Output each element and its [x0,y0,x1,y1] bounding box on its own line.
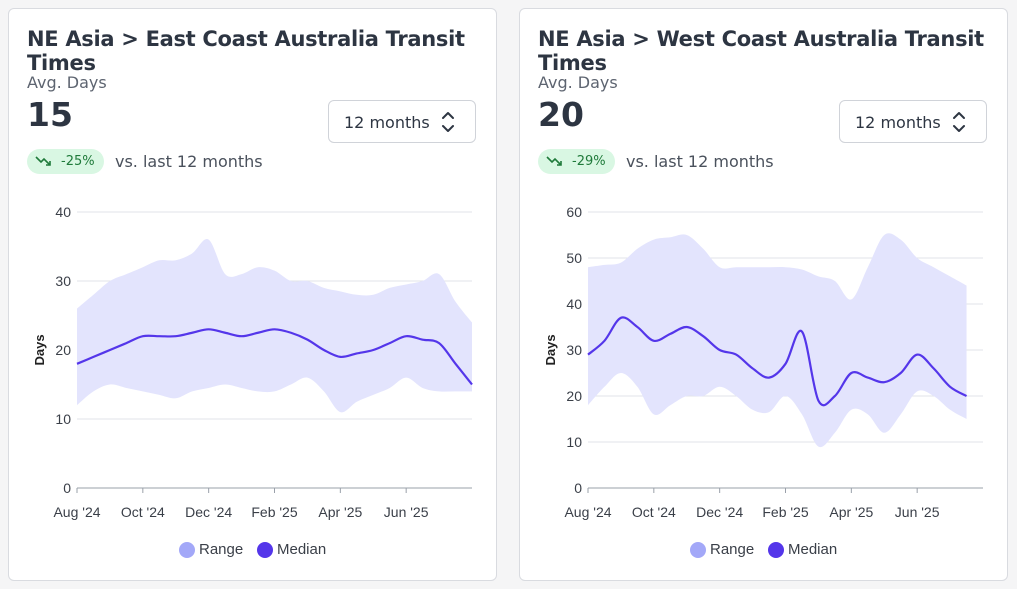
y-tick-label: 20 [566,388,582,404]
x-tick-label: Feb '25 [251,504,297,520]
legend-range-swatch [690,542,706,558]
transit-card-west-coast: NE Asia > West Coast Australia Transit T… [519,8,1008,581]
y-axis-label: Days [32,334,47,365]
y-tick-label: 60 [566,204,582,220]
x-tick-label: Oct '24 [632,504,676,520]
change-percent: -29% [572,154,606,169]
median-line [587,316,968,407]
y-tick-label: 40 [566,296,582,312]
y-axis-label: Days [543,334,558,365]
x-tick-label: Jun '25 [384,504,429,520]
x-tick-label: Apr '25 [829,504,873,520]
metric-value: 20 [538,95,584,134]
x-tick-label: Aug '24 [53,504,100,520]
x-tick-label: Jun '25 [895,504,940,520]
range-band [588,233,967,448]
x-tick-label: Dec '24 [696,504,743,520]
metric-label: Avg. Days [27,73,107,92]
trending-down-icon [35,154,53,173]
trending-down-icon [546,154,564,173]
change-percent: -25% [61,154,95,169]
transit-chart: 0 10 20 30 40 Aug '24 Oct '24 Dec '24 Feb '25 Apr… [32,204,473,520]
y-tick-label: 30 [55,273,71,289]
x-tick-label: Aug '24 [564,504,611,520]
y-tick-label: 10 [566,434,582,450]
legend-median-label: Median [277,541,327,558]
legend-median-swatch [768,542,784,558]
y-tick-label: 0 [574,480,582,496]
card-title: NE Asia > East Coast Australia Transit T… [27,27,465,75]
y-tick-label: 10 [55,411,71,427]
x-tick-label: Oct '24 [121,504,165,520]
legend-median-swatch [257,542,273,558]
y-tick-label: 40 [55,204,71,220]
period-select-value: 12 months [855,113,941,132]
y-tick-label: 50 [566,250,582,266]
change-badge: -25% [27,149,104,174]
x-tick-label: Apr '25 [318,504,362,520]
y-tick-label: 30 [566,342,582,358]
period-select[interactable]: 12 months [328,100,476,143]
legend-median-label: Median [788,541,838,558]
legend-range-label: Range [199,541,244,558]
period-select-value: 12 months [344,113,430,132]
legend-range-label: Range [710,541,755,558]
metric-value: 15 [27,95,73,134]
range-band [77,239,472,413]
metric-label: Avg. Days [538,73,618,92]
x-tick-label: Dec '24 [185,504,232,520]
card-title: NE Asia > West Coast Australia Transit T… [538,27,984,75]
y-tick-label: 0 [63,480,71,496]
change-badge: -29% [538,149,615,174]
transit-card-east-coast: NE Asia > East Coast Australia Transit T… [8,8,497,581]
chevron-up-down-icon [441,111,455,138]
chevron-up-down-icon [952,111,966,138]
transit-chart: 0 10 20 30 40 50 60 Aug '24 Oct '24 Dec '24 Feb '2… [543,204,983,520]
chart-legend: Range Median [9,540,496,562]
comparison-text: vs. last 12 months [626,152,774,171]
x-tick-label: Feb '25 [762,504,808,520]
chart-legend: Range Median [520,540,1007,562]
legend-range-swatch [179,542,195,558]
period-select[interactable]: 12 months [839,100,987,143]
median-line [76,328,473,386]
y-tick-label: 20 [55,342,71,358]
comparison-text: vs. last 12 months [115,152,263,171]
